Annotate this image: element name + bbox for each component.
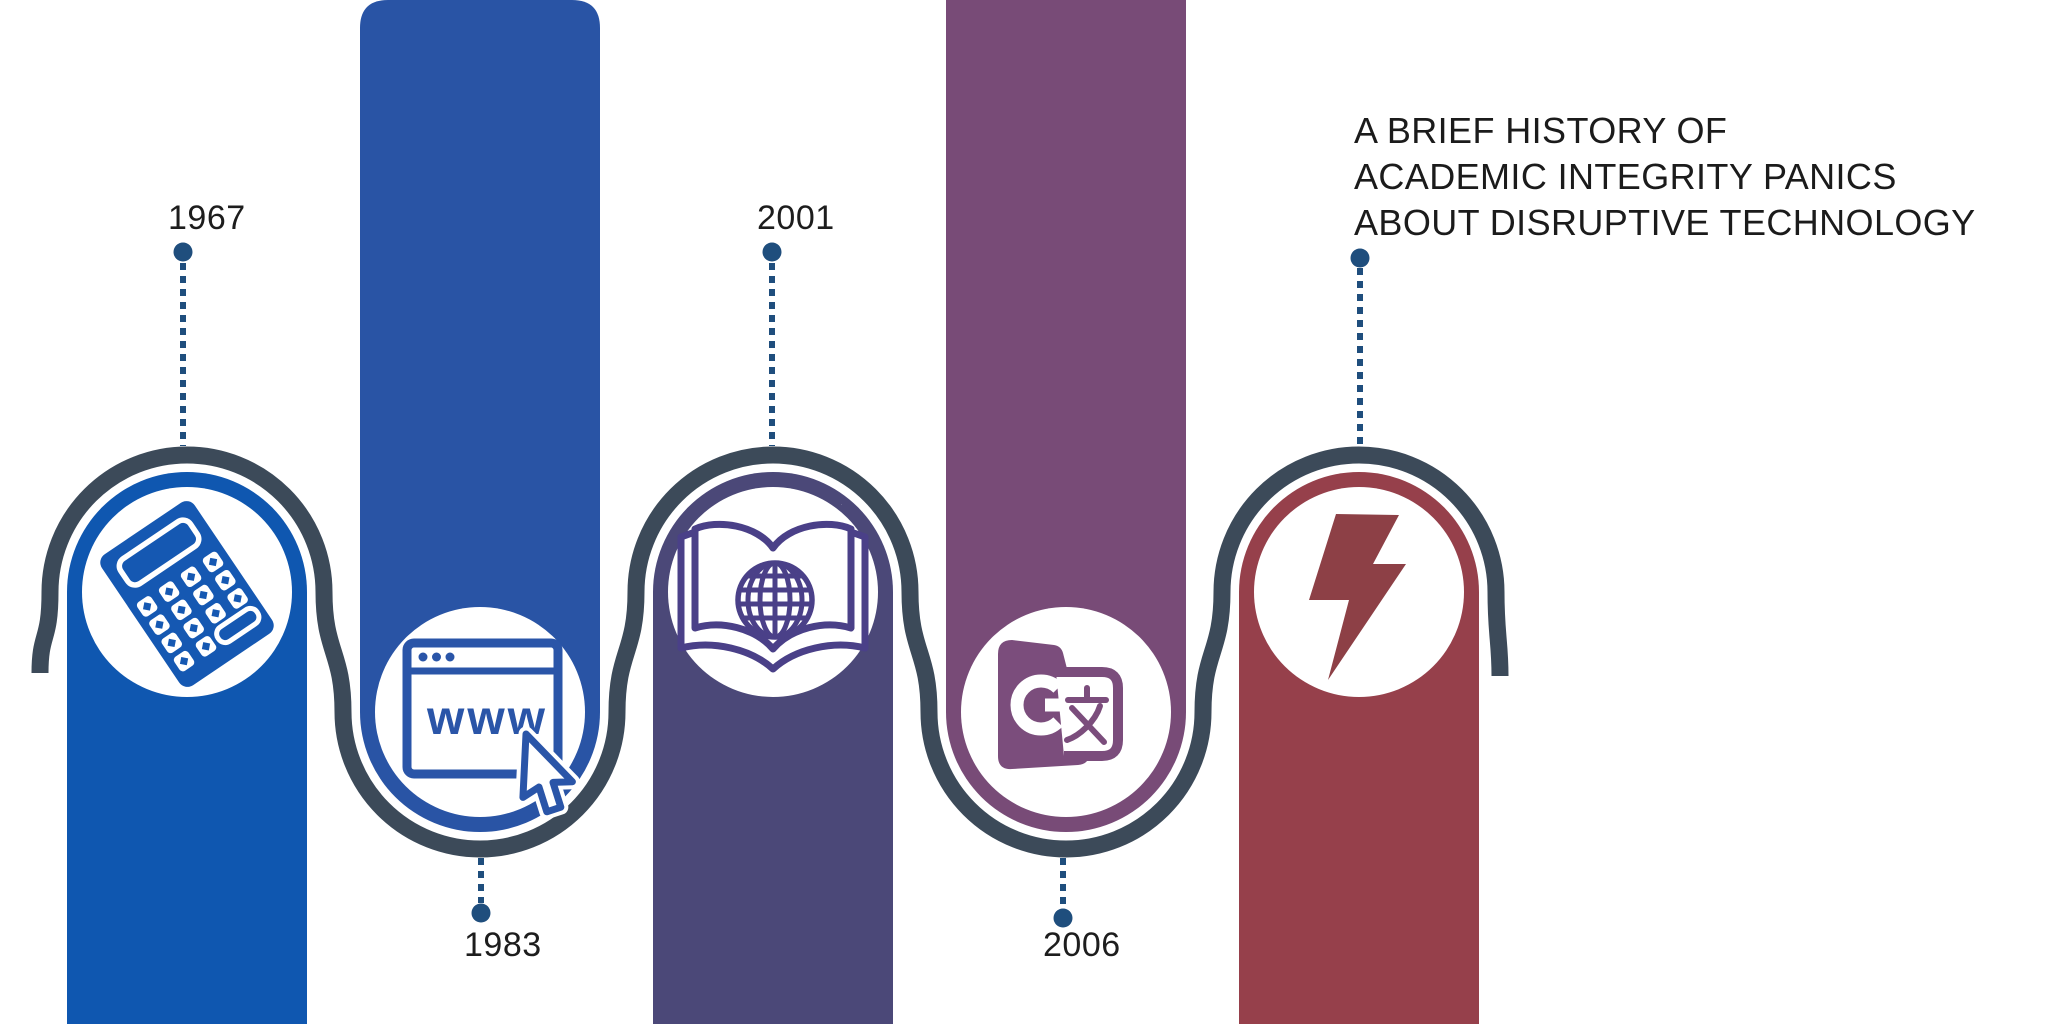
serpentine-line xyxy=(31,446,1509,858)
google-translate-icon: G xyxy=(841,504,1123,770)
open-book-globe-icon xyxy=(677,520,869,673)
year-label-1967: 1967 xyxy=(168,199,246,237)
translate-glyph xyxy=(1064,685,1109,745)
year-label-2006: 2006 xyxy=(1043,926,1121,964)
connector-dot-1967 xyxy=(173,242,193,262)
title-line-2: ACADEMIC INTEGRITY PANICS xyxy=(1354,156,1897,197)
year-label-1983: 1983 xyxy=(464,926,542,964)
title-line-3: ABOUT DISRUPTIVE TECHNOLOGY xyxy=(1354,202,1976,243)
page-title: A BRIEF HISTORY OF ACADEMIC INTEGRITY PA… xyxy=(1354,108,1976,246)
cursor-arrow-icon xyxy=(515,726,580,820)
connector-dot-1983 xyxy=(471,903,491,923)
calculator-icon xyxy=(100,501,274,687)
connector-dot-2006 xyxy=(1053,908,1073,928)
www-browser-icon: www xyxy=(402,638,580,820)
column-2006 xyxy=(946,0,1186,832)
title-line-1: A BRIEF HISTORY OF xyxy=(1354,110,1728,151)
lightning-bolt-icon xyxy=(1309,514,1406,680)
column-1983 xyxy=(360,0,600,832)
connector-dot-2001 xyxy=(762,242,782,262)
connector-dot-title xyxy=(1350,248,1370,268)
g-letter: G xyxy=(841,504,842,506)
year-label-2001: 2001 xyxy=(757,199,835,237)
